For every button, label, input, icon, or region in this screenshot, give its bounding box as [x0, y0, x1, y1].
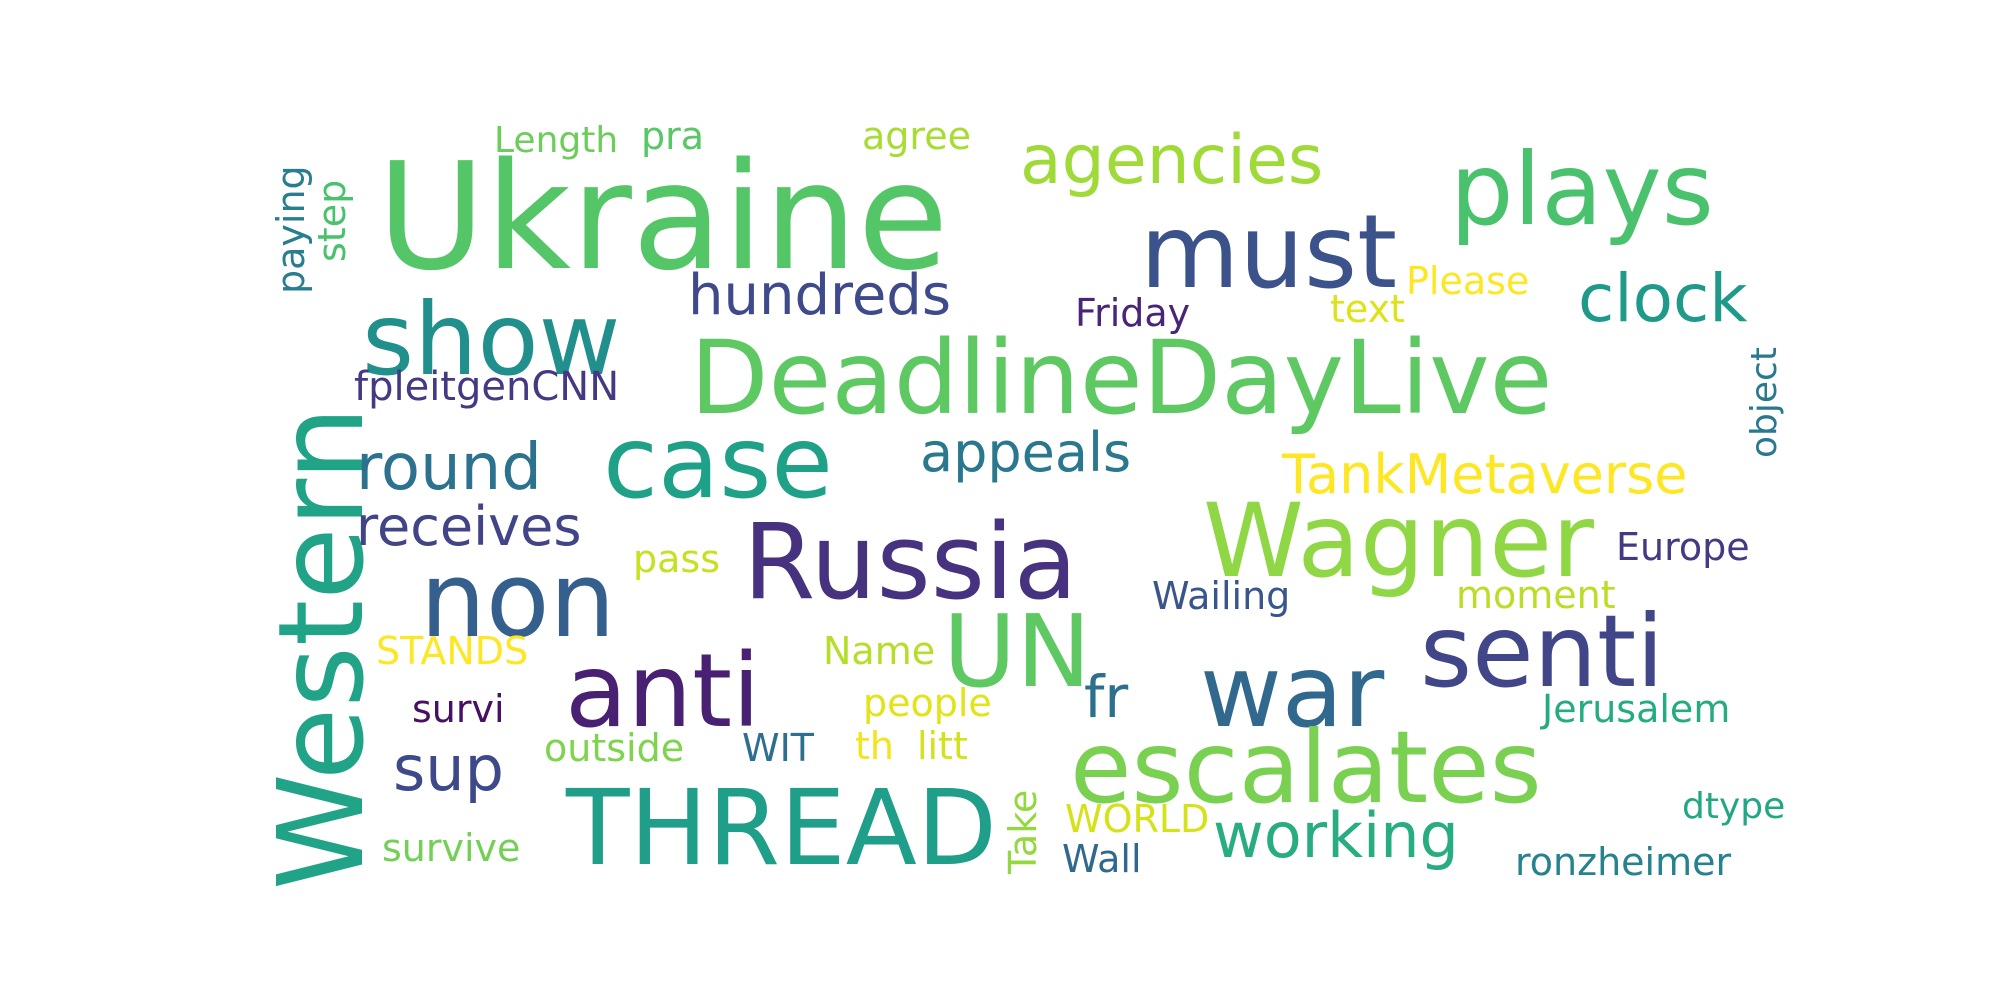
- word-show: show: [362, 281, 621, 398]
- word-moment: moment: [1456, 573, 1616, 617]
- word-world: WORLD: [1065, 797, 1210, 841]
- word-outside: outside: [544, 726, 685, 770]
- word-tankmetaverse: TankMetaverse: [1282, 443, 1688, 506]
- word-wagner: Wagner: [1203, 482, 1594, 601]
- word-hundreds: hundreds: [688, 263, 951, 328]
- word-wailing: Wailing: [1152, 574, 1291, 618]
- word-fr: fr: [1084, 663, 1129, 731]
- word-anti: anti: [565, 632, 761, 751]
- word-russia: Russia: [743, 501, 1078, 623]
- word-wit: WIT: [742, 726, 814, 770]
- word-survi: survi: [412, 687, 505, 731]
- word-wall: Wall: [1062, 837, 1142, 881]
- word-text: text: [1330, 287, 1405, 331]
- word-escalates: escalates: [1070, 709, 1542, 826]
- word-deadlinedaylive: DeadlineDayLive: [690, 319, 1553, 438]
- word-europe: Europe: [1616, 525, 1750, 569]
- word-survive: survive: [382, 826, 521, 870]
- word-jerusalem: Jerusalem: [1542, 687, 1731, 731]
- word-ukraine: Ukraine: [377, 131, 949, 303]
- word-people: people: [863, 681, 992, 725]
- word-case: case: [603, 404, 833, 521]
- word-agencies: agencies: [1020, 121, 1324, 200]
- word-stands: STANDS: [376, 629, 529, 673]
- word-name: Name: [823, 629, 936, 673]
- word-pass: pass: [633, 537, 721, 581]
- word-paying: paying: [269, 165, 313, 294]
- word-sup: sup: [393, 732, 504, 805]
- word-non: non: [420, 539, 616, 661]
- word-please: Please: [1406, 259, 1530, 303]
- word-war: war: [1200, 633, 1385, 750]
- word-length: Length: [494, 120, 619, 161]
- word-pra: pra: [641, 114, 705, 158]
- word-thread: THREAD: [566, 767, 997, 889]
- word-step: step: [310, 179, 354, 262]
- word-appeals: appeals: [920, 421, 1132, 484]
- word-th: th: [855, 724, 894, 768]
- word-plays: plays: [1450, 131, 1714, 248]
- word-ronzheimer: ronzheimer: [1515, 840, 1732, 884]
- word-object: object: [1744, 347, 1785, 458]
- word-dtype: dtype: [1682, 786, 1786, 827]
- word-un: UN: [943, 593, 1091, 710]
- word-round: round: [356, 431, 542, 505]
- word-fpleitgencnn: fpleitgenCNN: [354, 364, 620, 410]
- word-receives: receives: [356, 495, 582, 558]
- word-friday: Friday: [1075, 291, 1191, 335]
- word-take: Take: [1001, 789, 1045, 874]
- word-senti: senti: [1420, 593, 1664, 710]
- word-must: must: [1140, 193, 1398, 312]
- word-clock: clock: [1578, 260, 1748, 337]
- word-agree: agree: [862, 114, 971, 158]
- word-litt: litt: [917, 724, 968, 768]
- word-working: working: [1213, 799, 1459, 872]
